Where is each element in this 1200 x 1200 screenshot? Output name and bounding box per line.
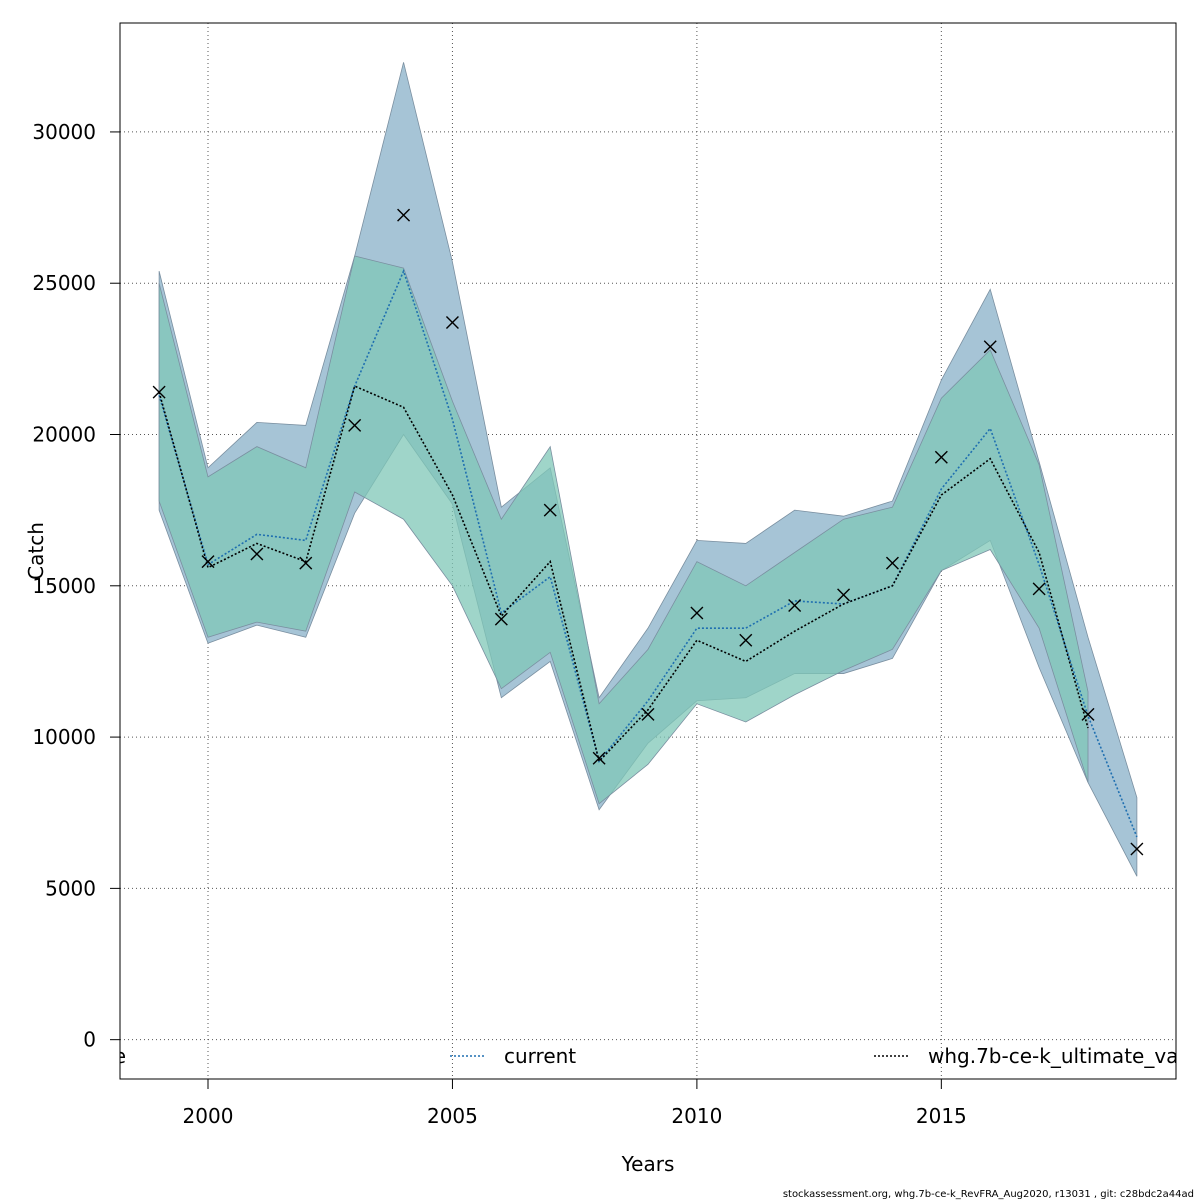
observation-point bbox=[152, 385, 166, 399]
legend: e current whg.7b-ce-k_ultimate_va bbox=[114, 1044, 1178, 1068]
marker-stroke bbox=[397, 208, 411, 222]
marker-stroke bbox=[543, 503, 557, 517]
marker-stroke bbox=[934, 450, 948, 464]
series-lines bbox=[158, 268, 1138, 838]
observation-point bbox=[690, 606, 704, 620]
y-tick-label: 15000 bbox=[32, 574, 96, 598]
marker-stroke bbox=[592, 751, 606, 765]
x-axis-label: Years bbox=[621, 1152, 675, 1176]
observation-point bbox=[837, 588, 851, 602]
observation-point bbox=[201, 555, 215, 569]
marker-stroke bbox=[739, 633, 753, 647]
marker-stroke bbox=[494, 612, 508, 626]
marker-stroke bbox=[641, 707, 655, 721]
marker-stroke bbox=[788, 598, 802, 612]
marker-stroke bbox=[201, 555, 215, 569]
observation-point bbox=[739, 633, 753, 647]
observation-markers bbox=[152, 208, 1144, 856]
observation-point bbox=[1081, 707, 1095, 721]
observation-point bbox=[788, 598, 802, 612]
marker-stroke bbox=[348, 418, 362, 432]
legend-items: e current whg.7b-ce-k_ultimate_va bbox=[114, 1044, 1178, 1068]
y-tick-label: 0 bbox=[83, 1028, 96, 1052]
x-tick-label: 2010 bbox=[671, 1104, 722, 1128]
marker-stroke bbox=[690, 606, 704, 620]
marker-stroke bbox=[250, 547, 264, 561]
observation-point bbox=[445, 316, 459, 330]
marker-stroke bbox=[445, 316, 459, 330]
marker-stroke bbox=[152, 385, 166, 399]
marker-stroke bbox=[1032, 582, 1046, 596]
marker-stroke bbox=[1130, 842, 1144, 856]
x-tick-label: 2015 bbox=[916, 1104, 967, 1128]
series-line-1 bbox=[158, 268, 1138, 838]
y-tick-label: 25000 bbox=[32, 271, 96, 295]
legend-label-1: e bbox=[114, 1044, 126, 1068]
y-axis-label: Catch bbox=[24, 522, 48, 580]
y-tick-label: 10000 bbox=[32, 725, 96, 749]
x-axis: 2000 2005 2010 2015 bbox=[183, 1078, 967, 1128]
y-tick-label: 5000 bbox=[45, 876, 96, 900]
observation-point bbox=[494, 612, 508, 626]
confidence-bands bbox=[158, 62, 1138, 877]
observation-point bbox=[983, 340, 997, 354]
observation-point bbox=[1032, 582, 1046, 596]
marker-stroke bbox=[299, 556, 313, 570]
confidence-band-2 bbox=[158, 255, 1089, 805]
legend-label-3: whg.7b-ce-k_ultimate_va bbox=[928, 1044, 1178, 1068]
y-tick-label: 30000 bbox=[32, 120, 96, 144]
x-tick-label: 2000 bbox=[183, 1104, 234, 1128]
footer-note: stockassessment.org, whg.7b-ce-k_RevFRA_… bbox=[783, 1189, 1194, 1200]
x-tick-label: 2005 bbox=[427, 1104, 478, 1128]
observation-point bbox=[397, 208, 411, 222]
observation-point bbox=[1130, 842, 1144, 856]
observation-point bbox=[299, 556, 313, 570]
grid bbox=[120, 23, 1176, 1079]
series-line-2 bbox=[158, 384, 1089, 763]
marker-stroke bbox=[1081, 707, 1095, 721]
observation-point bbox=[592, 751, 606, 765]
y-axis: 0 5000 10000 15000 20000 25000 30000 bbox=[32, 120, 121, 1052]
observation-point bbox=[348, 418, 362, 432]
observation-point bbox=[934, 450, 948, 464]
marker-stroke bbox=[983, 340, 997, 354]
y-tick-label: 20000 bbox=[32, 423, 96, 447]
observation-point bbox=[885, 556, 899, 570]
marker-stroke bbox=[885, 556, 899, 570]
legend-label-2: current bbox=[504, 1044, 576, 1068]
marker-stroke bbox=[837, 588, 851, 602]
observation-point bbox=[543, 503, 557, 517]
observation-point bbox=[250, 547, 264, 561]
observation-point bbox=[641, 707, 655, 721]
